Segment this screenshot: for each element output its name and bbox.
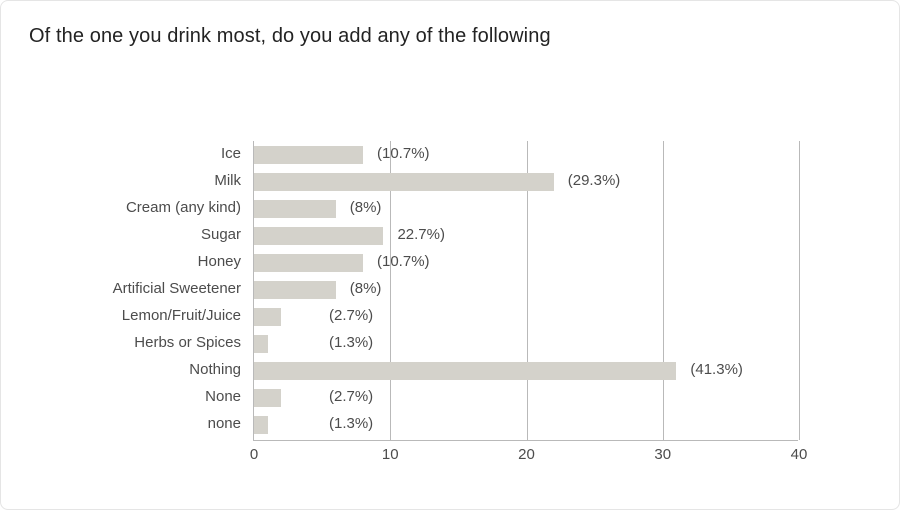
chart-area: 0 10 20 30 40 (10.7%) (29.3%) (8%) 22.7%) (10.7%)… bbox=[1, 141, 899, 461]
value-label: (10.7%) bbox=[377, 145, 430, 162]
bar bbox=[254, 227, 383, 245]
value-label: (2.7%) bbox=[329, 307, 373, 324]
category-label: Ice bbox=[1, 145, 241, 162]
category-label: Artificial Sweetener bbox=[1, 280, 241, 297]
value-label: (8%) bbox=[350, 280, 382, 297]
value-label: (29.3%) bbox=[568, 172, 621, 189]
bar bbox=[254, 389, 281, 407]
value-label: (41.3%) bbox=[690, 361, 743, 378]
value-label: (10.7%) bbox=[377, 253, 430, 270]
chart-title: Of the one you drink most, do you add an… bbox=[29, 25, 871, 48]
value-label: (2.7%) bbox=[329, 388, 373, 405]
bar bbox=[254, 146, 363, 164]
bar bbox=[254, 200, 336, 218]
x-tick: 40 bbox=[791, 446, 808, 463]
bar bbox=[254, 281, 336, 299]
bar bbox=[254, 173, 554, 191]
bar bbox=[254, 308, 281, 326]
category-label: None bbox=[1, 388, 241, 405]
category-label: Lemon/Fruit/Juice bbox=[1, 307, 241, 324]
category-label: Sugar bbox=[1, 226, 241, 243]
x-tick: 20 bbox=[518, 446, 535, 463]
bar bbox=[254, 416, 268, 434]
value-label: (1.3%) bbox=[329, 334, 373, 351]
x-tick: 30 bbox=[654, 446, 671, 463]
x-tick: 10 bbox=[382, 446, 399, 463]
category-label: Nothing bbox=[1, 361, 241, 378]
category-label: Milk bbox=[1, 172, 241, 189]
value-label: (1.3%) bbox=[329, 415, 373, 432]
category-label: Honey bbox=[1, 253, 241, 270]
plot-area: 010203040(10.7%)(29.3%)(8%)22.7%)(10.7%)… bbox=[253, 141, 798, 441]
bar bbox=[254, 335, 268, 353]
value-label: 22.7%) bbox=[397, 226, 445, 243]
gridline bbox=[799, 141, 800, 440]
category-label: Cream (any kind) bbox=[1, 199, 241, 216]
gridline bbox=[663, 141, 664, 440]
chart-card: Of the one you drink most, do you add an… bbox=[0, 0, 900, 510]
value-label: (8%) bbox=[350, 199, 382, 216]
category-label: none bbox=[1, 415, 241, 432]
bar bbox=[254, 254, 363, 272]
bar bbox=[254, 362, 676, 380]
category-label: Herbs or Spices bbox=[1, 334, 241, 351]
x-tick: 0 bbox=[250, 446, 258, 463]
